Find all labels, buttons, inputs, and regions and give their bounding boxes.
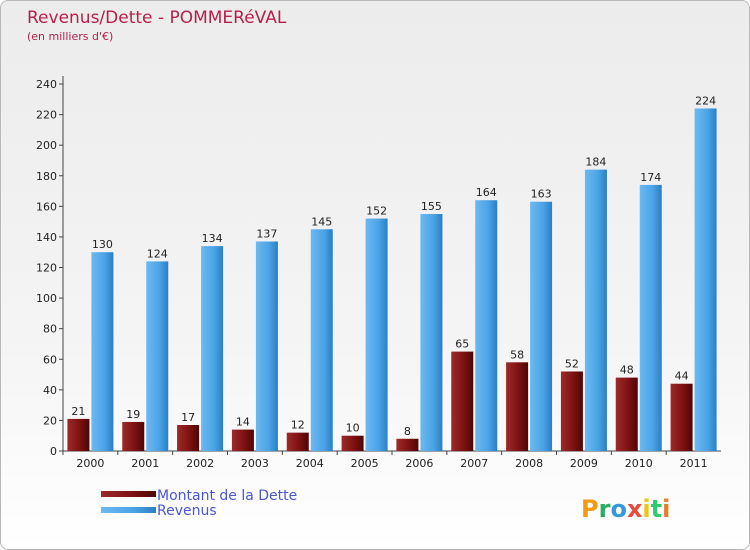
y-tick-label: 200 <box>36 139 57 152</box>
logo-letter: x <box>627 495 643 523</box>
y-tick-label: 160 <box>36 200 57 213</box>
bar-revenus <box>639 184 662 452</box>
data-label-revenus: 163 <box>531 188 552 201</box>
y-tick-label: 40 <box>43 384 57 397</box>
data-label-debt: 65 <box>455 338 469 351</box>
logo-letter: P <box>581 495 599 523</box>
bar-debt <box>286 432 309 451</box>
data-label-revenus: 155 <box>421 200 442 213</box>
x-tick-label: 2000 <box>76 457 104 470</box>
data-label-revenus: 134 <box>202 232 223 245</box>
data-label-debt: 21 <box>71 405 85 418</box>
y-tick-label: 0 <box>50 445 57 458</box>
bar-debt <box>396 438 419 451</box>
x-tick-label: 2006 <box>405 457 433 470</box>
bar-debt <box>341 435 364 451</box>
bar-debt <box>231 429 254 451</box>
y-tick-label: 120 <box>36 262 57 275</box>
y-tick-label: 20 <box>43 414 57 427</box>
data-label-revenus: 145 <box>311 215 332 228</box>
legend: Montant de la Dette Revenus <box>101 488 297 519</box>
bar-debt <box>177 425 200 451</box>
bars: 21 130 19 124 17 134 14 137 12 145 10 152 8 155 65 164 5… <box>67 94 717 452</box>
chart-subtitle: (en milliers d'€) <box>27 30 113 43</box>
data-label-revenus: 184 <box>585 156 606 169</box>
bar-revenus <box>420 213 443 451</box>
data-label-debt: 12 <box>291 419 305 432</box>
bar-debt <box>615 377 638 451</box>
x-tick-label: 2001 <box>131 457 159 470</box>
y-tick-label: 80 <box>43 323 57 336</box>
x-tick-label: 2002 <box>186 457 214 470</box>
bar-debt <box>451 351 474 451</box>
data-label-revenus: 174 <box>640 171 661 184</box>
bar-revenus <box>146 261 169 451</box>
logo-letter: r <box>599 495 611 523</box>
legend-swatch-debt <box>101 491 156 497</box>
x-tick-label: 2010 <box>625 457 653 470</box>
bar-debt <box>506 362 529 451</box>
logo-letter: i <box>642 495 650 523</box>
data-label-debt: 19 <box>126 408 140 421</box>
bar-revenus <box>201 246 224 451</box>
data-label-debt: 58 <box>510 348 524 361</box>
data-label-debt: 48 <box>620 364 634 377</box>
legend-label-debt: Montant de la Dette <box>157 488 297 504</box>
data-label-revenus: 224 <box>695 94 716 107</box>
bar-revenus <box>91 252 114 451</box>
logo-letter: i <box>662 495 670 523</box>
chart-title: Revenus/Dette - POMMERéVAL <box>27 8 287 28</box>
y-tick-label: 140 <box>36 231 57 244</box>
data-label-revenus: 124 <box>147 247 168 260</box>
bar-revenus <box>255 241 278 451</box>
bar-revenus <box>310 229 333 451</box>
data-label-revenus: 164 <box>476 186 497 199</box>
data-label-revenus: 137 <box>256 228 277 241</box>
bar-debt <box>560 371 583 451</box>
y-tick-label: 220 <box>36 109 57 122</box>
x-tick-label: 2004 <box>296 457 324 470</box>
x-tick-label: 2011 <box>680 457 708 470</box>
data-label-debt: 8 <box>404 425 411 438</box>
bar-revenus <box>694 108 717 451</box>
x-tick-label: 2003 <box>241 457 269 470</box>
x-tick-label: 2007 <box>460 457 488 470</box>
data-label-debt: 52 <box>565 357 579 370</box>
x-tick-label: 2005 <box>351 457 379 470</box>
bar-revenus <box>475 200 498 451</box>
bar-revenus <box>365 218 388 451</box>
legend-label-revenus: Revenus <box>157 503 217 519</box>
y-tick-label: 100 <box>36 292 57 305</box>
proxiti-logo: Proxiti <box>581 495 670 523</box>
data-label-debt: 14 <box>236 416 250 429</box>
bar-revenus <box>530 201 553 451</box>
data-label-revenus: 152 <box>366 205 387 218</box>
data-label-debt: 44 <box>675 370 689 383</box>
y-tick-label: 60 <box>43 353 57 366</box>
y-tick-label: 180 <box>36 170 57 183</box>
x-tick-label: 2008 <box>515 457 543 470</box>
legend-swatch-revenus <box>101 507 156 513</box>
logo-letter: t <box>651 495 662 523</box>
logo-letter: o <box>610 495 627 523</box>
bar-debt <box>67 418 90 451</box>
bar-debt <box>670 383 693 451</box>
data-label-debt: 10 <box>346 422 360 435</box>
bar-debt <box>122 421 145 451</box>
data-label-debt: 17 <box>181 411 195 424</box>
data-label-revenus: 130 <box>92 238 113 251</box>
x-tick-label: 2009 <box>570 457 598 470</box>
axes: 0 20 40 60 80 100 120 140 160 180 200 220 240 2000 200… <box>36 76 721 470</box>
bar-revenus <box>584 169 607 451</box>
y-tick-label: 240 <box>36 78 57 91</box>
